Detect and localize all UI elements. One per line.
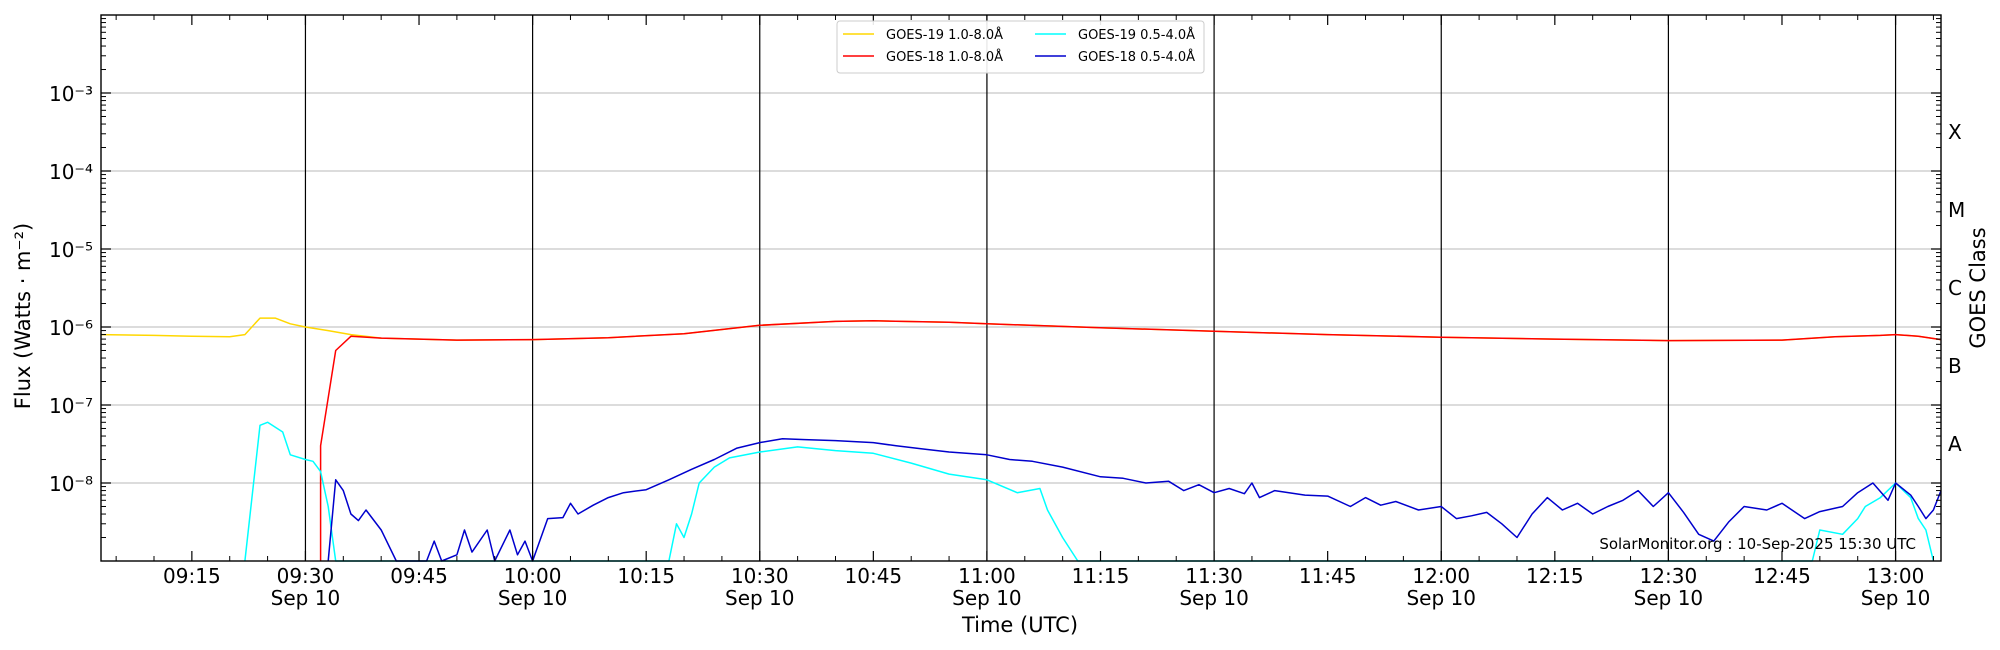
x-tick-label: 09:30	[277, 564, 335, 588]
x-tick-label: 09:45	[390, 564, 448, 588]
x-tick-label: 11:30	[1185, 564, 1243, 588]
goes-class-label: C	[1948, 276, 1962, 300]
series-line-3	[244, 421, 1935, 562]
x-tick-label: 11:00	[958, 564, 1016, 588]
x-tick-date-label: Sep 10	[498, 586, 568, 610]
x-tick-date-label: Sep 10	[1179, 586, 1249, 610]
y-tick-label: 10⁻⁶	[49, 316, 93, 340]
y-tick-label: 10⁻⁸	[49, 472, 93, 496]
x-tick-label: 11:15	[1072, 564, 1130, 588]
x-tick-label: 12:45	[1753, 564, 1811, 588]
goes-class-label: M	[1948, 198, 1965, 222]
series-line-2	[319, 320, 1942, 561]
goes-class-label: X	[1948, 120, 1962, 144]
x-axis-title: Time (UTC)	[961, 613, 1078, 637]
legend: GOES-19 1.0-8.0Å GOES-18 1.0-8.0Å GOES-19 …	[836, 20, 1205, 74]
x-tick-label: 10:15	[617, 564, 675, 588]
x-tick-label: 10:45	[845, 564, 903, 588]
series-line-4	[327, 437, 1942, 562]
x-tick-date-label: Sep 10	[1861, 586, 1931, 610]
credit-text: SolarMonitor.org : 10-Sep-2025 15:30 UTC	[1599, 535, 1916, 553]
x-tick-label: 10:30	[731, 564, 789, 588]
legend-entry-label: GOES-18 1.0-8.0Å	[886, 49, 1003, 65]
goes-class-label: A	[1948, 432, 1962, 456]
x-tick-date-label: Sep 10	[725, 586, 795, 610]
plot-frame	[100, 14, 1942, 562]
y-axis-title: Flux (Watts · m⁻²)	[11, 223, 35, 409]
x-tick-date-label: Sep 10	[271, 586, 341, 610]
legend-entry-label: GOES-19 1.0-8.0Å	[886, 27, 1003, 43]
x-tick-date-label: Sep 10	[1634, 586, 1704, 610]
goes-class-axis-title: GOES Class	[1966, 227, 1990, 348]
grid-layer	[101, 15, 1941, 561]
legend-box	[836, 20, 1205, 74]
series-layer	[100, 317, 1942, 562]
x-tick-label: 12:00	[1412, 564, 1470, 588]
y-tick-label: 10⁻⁴	[49, 160, 93, 184]
legend-entry-label: GOES-18 0.5-4.0Å	[1078, 49, 1195, 65]
legend-entry-label: GOES-19 0.5-4.0Å	[1078, 27, 1195, 43]
x-tick-label: 12:30	[1640, 564, 1698, 588]
x-tick-label: 13:00	[1867, 564, 1925, 588]
x-tick-date-label: Sep 10	[1406, 586, 1476, 610]
x-tick-label: 10:00	[504, 564, 562, 588]
x-tick-label: 12:15	[1526, 564, 1584, 588]
y-tick-label: 10⁻⁵	[49, 238, 93, 262]
x-tick-label: 09:15	[163, 564, 221, 588]
y-tick-label: 10⁻³	[49, 82, 93, 106]
y-tick-label: 10⁻⁷	[49, 394, 93, 418]
goes-class-label: B	[1948, 354, 1962, 378]
x-tick-label: 11:45	[1299, 564, 1357, 588]
x-tick-date-label: Sep 10	[952, 586, 1022, 610]
